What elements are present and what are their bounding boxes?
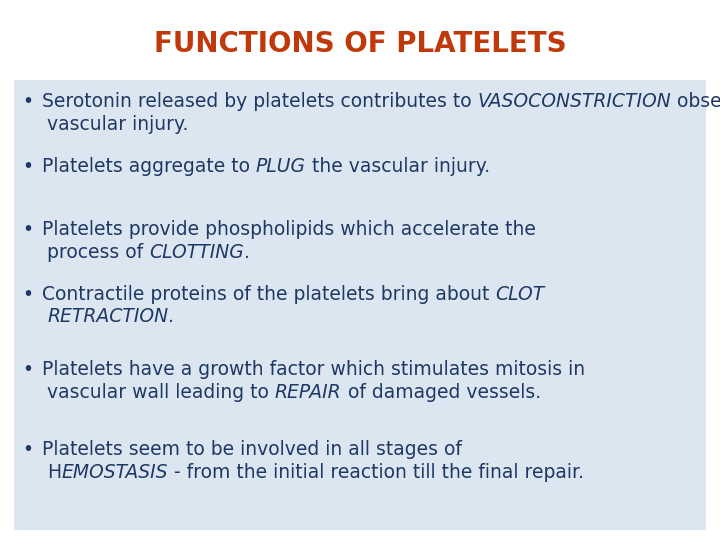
- Text: EMOSTASIS: EMOSTASIS: [61, 462, 168, 482]
- Text: CLOT: CLOT: [495, 285, 544, 304]
- Text: REPAIR: REPAIR: [275, 382, 341, 402]
- Text: Platelets have a growth factor which stimulates mitosis in: Platelets have a growth factor which sti…: [42, 360, 585, 379]
- Text: process of: process of: [47, 242, 149, 261]
- Text: •: •: [22, 157, 33, 176]
- Text: •: •: [22, 285, 33, 304]
- Text: •: •: [22, 220, 33, 239]
- Text: RETRACTION: RETRACTION: [47, 307, 168, 327]
- Text: PLUG: PLUG: [256, 157, 306, 176]
- Text: VASOCONSTRICTION: VASOCONSTRICTION: [477, 92, 671, 111]
- Text: the vascular injury.: the vascular injury.: [306, 157, 490, 176]
- Text: - from the initial reaction till the final repair.: - from the initial reaction till the fin…: [168, 462, 584, 482]
- FancyBboxPatch shape: [14, 80, 706, 530]
- Text: •: •: [22, 360, 33, 379]
- Text: vascular wall leading to: vascular wall leading to: [47, 382, 275, 402]
- Text: H: H: [47, 462, 61, 482]
- Text: •: •: [22, 440, 33, 459]
- Text: Platelets aggregate to: Platelets aggregate to: [42, 157, 256, 176]
- Text: Platelets seem to be involved in all stages of: Platelets seem to be involved in all sta…: [42, 440, 462, 459]
- Text: vascular injury.: vascular injury.: [47, 114, 189, 133]
- Text: CLOTTING: CLOTTING: [149, 242, 244, 261]
- Text: .: .: [168, 307, 174, 327]
- Text: Serotonin released by platelets contributes to: Serotonin released by platelets contribu…: [42, 92, 477, 111]
- Text: FUNCTIONS OF PLATELETS: FUNCTIONS OF PLATELETS: [153, 30, 567, 58]
- Text: of damaged vessels.: of damaged vessels.: [341, 382, 541, 402]
- Text: .: .: [244, 242, 250, 261]
- Text: observed immediately after a: observed immediately after a: [671, 92, 720, 111]
- Text: Platelets provide phospholipids which accelerate the: Platelets provide phospholipids which ac…: [42, 220, 536, 239]
- Text: •: •: [22, 92, 33, 111]
- Text: Contractile proteins of the platelets bring about: Contractile proteins of the platelets br…: [42, 285, 495, 304]
